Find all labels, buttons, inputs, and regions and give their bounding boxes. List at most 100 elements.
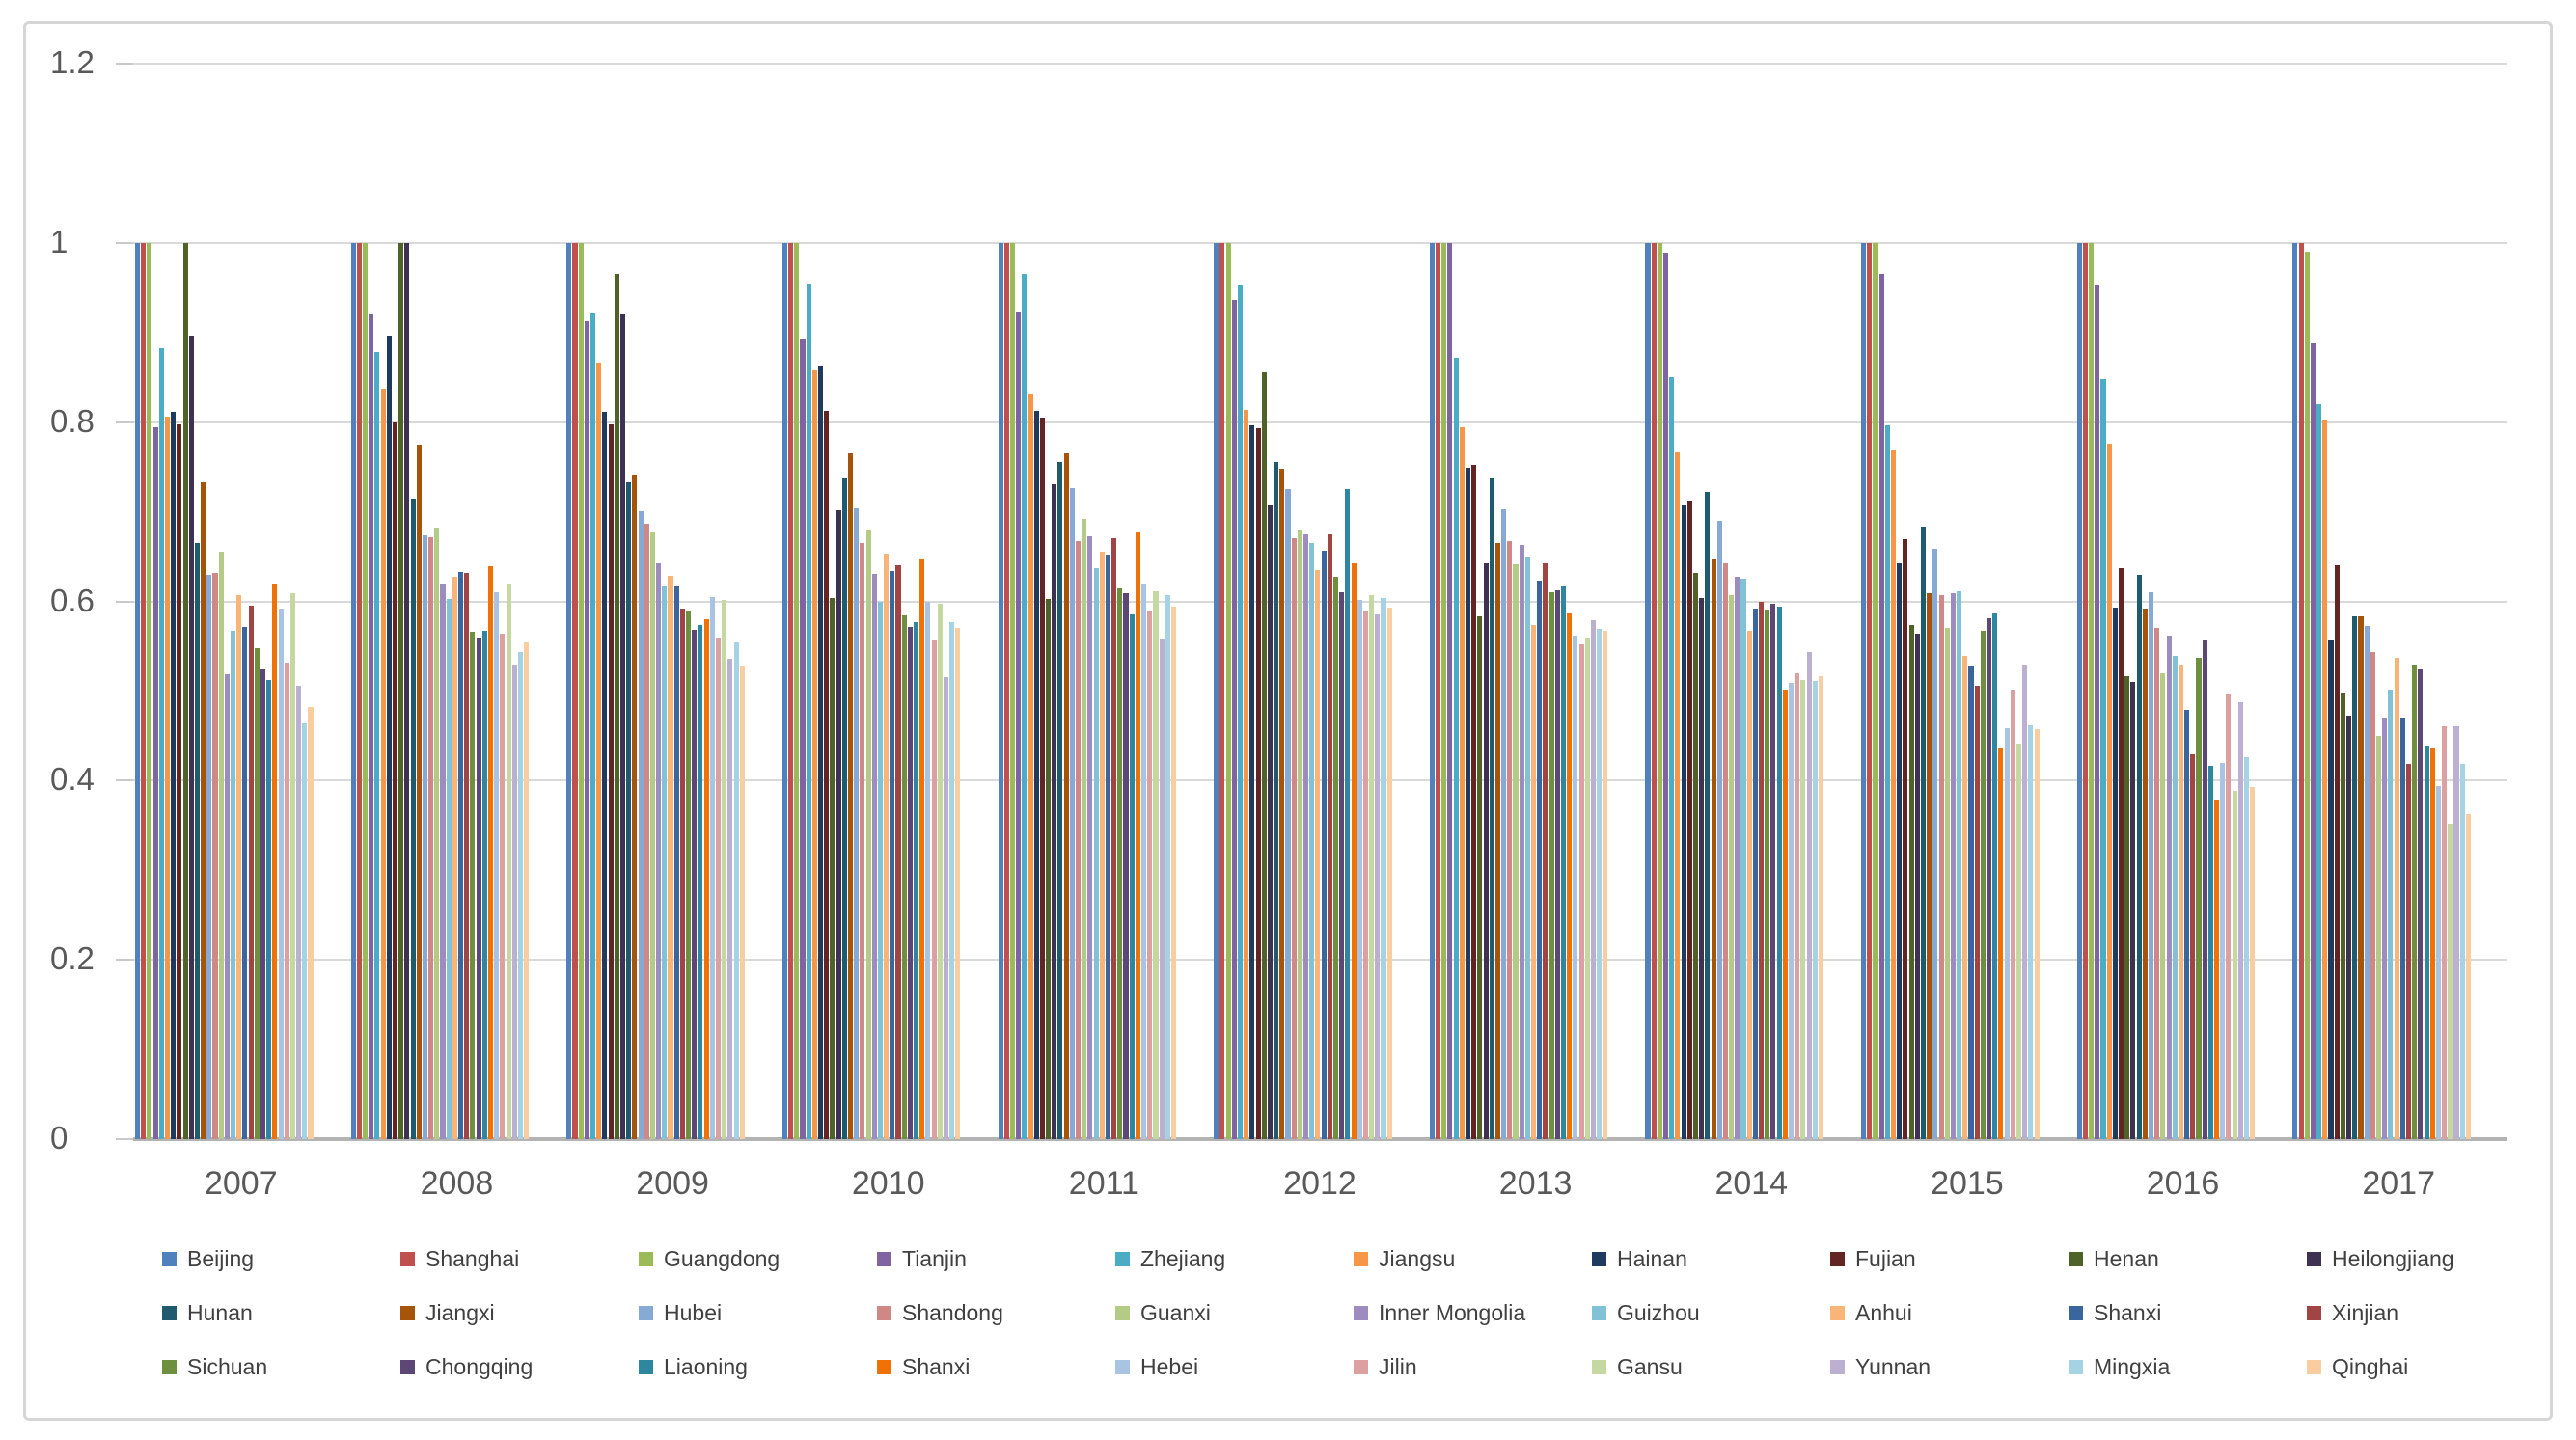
legend-swatch-icon (639, 1359, 653, 1374)
legend-label: Henan (2094, 1245, 2159, 1271)
legend-item-yunnan: Yunnan (1830, 1354, 1931, 1379)
legend-swatch-icon (2069, 1305, 2083, 1320)
bar-beijing-2017 (2292, 242, 2298, 1139)
x-axis-label-2017: 2017 (2362, 1165, 2435, 1202)
bar-shanxi-2015 (1968, 666, 1974, 1139)
bar-guizhou-2014 (1740, 579, 1746, 1139)
bar-chongqing-2011 (1123, 593, 1129, 1139)
bar-inner-mongolia-2011 (1087, 535, 1093, 1139)
bar-xinjian-2010 (895, 565, 901, 1139)
legend-label: Qinghai (2332, 1353, 2409, 1379)
legend-swatch-icon (1592, 1251, 1606, 1266)
legend-item-shandong: Shandong (877, 1300, 1003, 1325)
bar-qinghai-2015 (2034, 729, 2040, 1139)
bar-shanxi-2010 (919, 558, 925, 1139)
bar-hubei-2008 (422, 534, 427, 1139)
legend-label: Hebei (1140, 1353, 1199, 1379)
bar-anhui-2013 (1531, 624, 1537, 1139)
bar-jilin-2009 (715, 638, 722, 1139)
bar-fujian-2011 (1039, 418, 1045, 1139)
legend-swatch-icon (1354, 1305, 1368, 1320)
legend-label: Jilin (1379, 1353, 1417, 1379)
bar-jiangsu-2016 (2106, 443, 2112, 1139)
bar-shanxi-2008 (458, 571, 464, 1139)
bar-shanghai-2010 (788, 242, 794, 1139)
bar-guangdong-2007 (147, 242, 152, 1139)
bar-gansu-2007 (289, 593, 295, 1139)
legend-label: Guanxi (1140, 1299, 1211, 1325)
bar-heilongjiang-2011 (1052, 483, 1057, 1139)
bar-guizhou-2007 (231, 631, 236, 1139)
bar-anhui-2011 (1099, 552, 1105, 1139)
legend-label: Mingxia (2094, 1353, 2171, 1379)
bar-sichuan-2009 (686, 610, 692, 1139)
bar-hebei-2014 (1788, 683, 1795, 1139)
legend-label: Hainan (1617, 1245, 1687, 1271)
bar-jiangxi-2015 (1927, 593, 1932, 1139)
bar-liaoning-2011 (1129, 614, 1135, 1139)
bar-hunan-2007 (194, 543, 200, 1139)
bar-shanxi-2012 (1351, 562, 1357, 1139)
bar-henan-2007 (182, 242, 188, 1139)
y-axis-label-0: 0 (50, 1120, 69, 1155)
bar-shanghai-2014 (1651, 242, 1657, 1139)
bar-gansu-2015 (2015, 744, 2022, 1139)
y-axis-label-0.4: 0.4 (50, 761, 95, 798)
bar-mingxia-2008 (517, 651, 523, 1139)
bar-tianjin-2010 (800, 339, 806, 1139)
bar-liaoning-2013 (1560, 585, 1567, 1139)
bar-hubei-2016 (2148, 592, 2154, 1139)
bar-sichuan-2013 (1548, 592, 1554, 1139)
bar-shanxi-2012 (1321, 550, 1327, 1139)
bar-henan-2012 (1261, 371, 1267, 1139)
bar-zhejiang-2015 (1884, 425, 1890, 1139)
bar-liaoning-2016 (2207, 766, 2213, 1139)
bar-guanxi-2007 (218, 552, 224, 1139)
bar-liaoning-2008 (481, 631, 487, 1139)
bar-beijing-2012 (1214, 242, 1219, 1139)
bar-chongqing-2016 (2202, 640, 2207, 1139)
bar-zhejiang-2017 (2316, 404, 2322, 1139)
legend-swatch-icon (1115, 1305, 1130, 1320)
legend-label: Hunan (187, 1299, 253, 1325)
legend-swatch-icon (877, 1359, 891, 1374)
bar-shanghai-2008 (356, 242, 362, 1139)
legend-label: Shanxi (902, 1353, 971, 1379)
bar-henan-2008 (398, 242, 404, 1139)
bar-guizhou-2008 (446, 598, 452, 1139)
legend-label: Jiangsu (1379, 1245, 1456, 1271)
legend-swatch-icon (1115, 1359, 1130, 1374)
bar-sichuan-2012 (1332, 577, 1339, 1139)
legend-label: Beijing (187, 1245, 255, 1271)
legend-item-hubei: Hubei (639, 1300, 722, 1325)
bar-xinjian-2009 (679, 608, 685, 1139)
bar-beijing-2010 (781, 242, 787, 1139)
bar-hainan-2011 (1033, 410, 1039, 1139)
bar-jiangxi-2014 (1711, 558, 1716, 1139)
bar-hunan-2017 (2352, 616, 2358, 1139)
bar-guizhou-2009 (662, 585, 668, 1139)
legend-swatch-icon (400, 1251, 415, 1266)
bar-liaoning-2015 (1992, 612, 1998, 1139)
bar-tianjin-2017 (2310, 342, 2316, 1139)
bar-guangdong-2015 (1873, 242, 1878, 1139)
bar-hunan-2009 (626, 481, 632, 1139)
bar-guangdong-2009 (578, 242, 584, 1139)
bar-guangdong-2016 (2089, 242, 2095, 1139)
bar-qinghai-2012 (1386, 608, 1392, 1139)
bar-zhejiang-2012 (1237, 284, 1243, 1139)
legend-item-jiangsu: Jiangsu (1354, 1246, 1455, 1271)
bar-tianjin-2014 (1663, 253, 1669, 1139)
x-axis-label-2012: 2012 (1283, 1165, 1357, 1202)
bar-shanxi-2017 (2399, 718, 2405, 1139)
bar-inner-mongolia-2010 (871, 573, 877, 1139)
bar-zhejiang-2010 (806, 283, 811, 1139)
bar-hubei-2007 (206, 574, 212, 1139)
bar-chongqing-2010 (907, 627, 913, 1139)
bar-inner-mongolia-2007 (224, 673, 230, 1139)
bar-tianjin-2012 (1231, 300, 1237, 1139)
bar-guanxi-2014 (1729, 595, 1735, 1139)
bar-hubei-2017 (2364, 625, 2370, 1139)
bar-beijing-2015 (1861, 242, 1867, 1139)
